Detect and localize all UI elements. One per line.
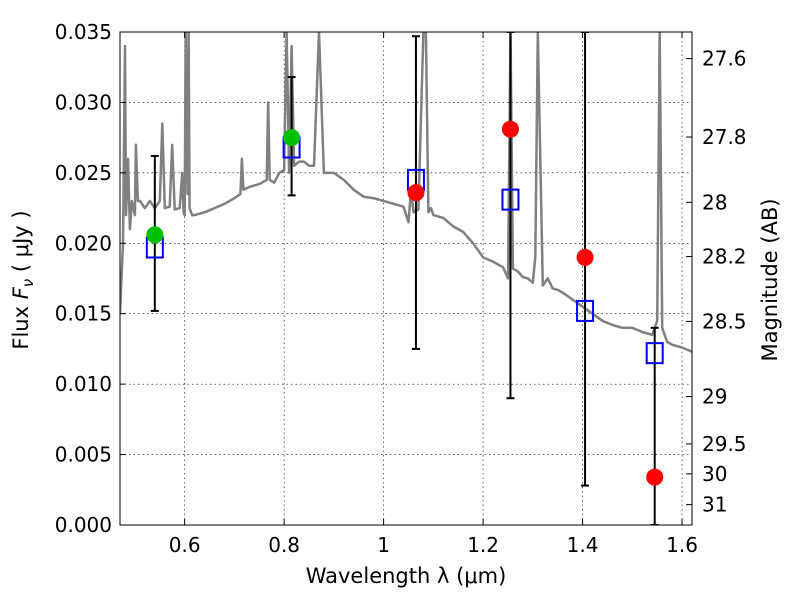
y2-tick-label: 27.8 bbox=[702, 125, 747, 149]
y2-tick-label: 28.2 bbox=[702, 245, 747, 269]
non-detection-point bbox=[576, 248, 594, 266]
model-square-marker bbox=[576, 299, 595, 322]
y-tick-label: 0.010 bbox=[55, 372, 112, 396]
y2-tick-label: 29.5 bbox=[702, 432, 747, 456]
plot-frame bbox=[119, 31, 693, 526]
x-tick-label: 1.6 bbox=[666, 533, 698, 557]
non-detection-point bbox=[501, 120, 519, 138]
x-tick-label: 1.2 bbox=[467, 533, 499, 557]
y2-axis-label: Magnitude (AB) bbox=[758, 198, 782, 361]
y2-tick-label: 29 bbox=[702, 385, 727, 409]
y-tick-label: 0.025 bbox=[55, 161, 112, 185]
y-tick-label: 0.005 bbox=[55, 443, 112, 467]
detection-point bbox=[146, 226, 164, 244]
y-tick-label: 0.035 bbox=[55, 20, 112, 44]
x-axis-label: Wavelength λ (μm) bbox=[306, 564, 507, 588]
non-detection-point bbox=[407, 184, 425, 202]
sed-model-line bbox=[120, 32, 692, 353]
detection-point bbox=[283, 129, 301, 147]
y2-tick-label: 28.5 bbox=[702, 309, 747, 333]
sed-line-group bbox=[120, 32, 692, 353]
y-tick-label: 0.020 bbox=[55, 231, 112, 255]
y-axis-label: Flux Fν ( μJy ) bbox=[9, 210, 37, 349]
y-tick-label: 0.030 bbox=[55, 90, 112, 114]
x-tick-label: 1 bbox=[377, 533, 390, 557]
model-square-marker bbox=[501, 188, 520, 211]
plot-area bbox=[120, 32, 692, 525]
y2-tick-label: 27.6 bbox=[702, 47, 747, 71]
y-tick-label: 0.000 bbox=[55, 513, 112, 537]
x-tick-label: 0.8 bbox=[268, 533, 300, 557]
y2-tick-label: 28 bbox=[702, 190, 727, 214]
model-square-marker bbox=[645, 342, 664, 365]
y-tick-label: 0.015 bbox=[55, 302, 112, 326]
x-tick-label: 0.6 bbox=[169, 533, 201, 557]
axis-ticks: 0.6 0.8 1 1.2 1.4 1.6 0.000 0.005 0.010 0.015 0.02… bbox=[55, 20, 747, 557]
non-detection-point bbox=[646, 468, 664, 486]
y2-tick-label: 30 bbox=[702, 462, 727, 486]
x-tick-label: 1.4 bbox=[567, 533, 599, 557]
markers-group bbox=[145, 32, 664, 525]
y2-tick-label: 31 bbox=[702, 493, 727, 517]
